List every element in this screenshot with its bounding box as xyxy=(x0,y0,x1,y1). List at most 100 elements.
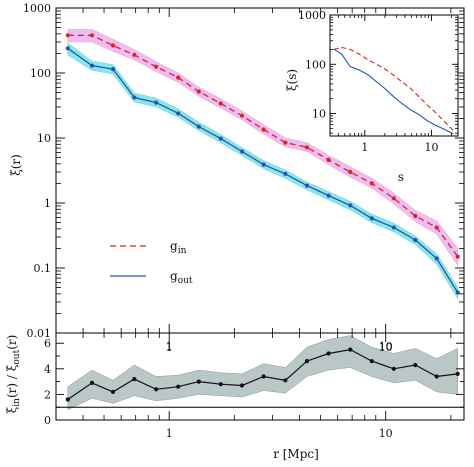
main-y-tick-label: 0.01 xyxy=(27,327,52,340)
ratio-point xyxy=(110,389,116,394)
point-g-in xyxy=(455,254,460,259)
ratio-ylabel-part-2: in xyxy=(12,398,22,407)
inset-y-tick-label: 1000 xyxy=(298,9,326,22)
legend-label-g-in-main: g xyxy=(170,239,178,253)
ratio-point xyxy=(413,362,418,368)
point-g-in xyxy=(413,213,418,219)
ratio-band xyxy=(67,335,458,411)
inset-plot-frame xyxy=(329,14,459,137)
point-g-in xyxy=(218,101,223,106)
ratio-y-axis-label: ξin(r) / ξout(r) xyxy=(5,335,22,414)
ratio-point xyxy=(261,374,266,379)
point-g-out xyxy=(434,256,439,261)
ratio-ticks: 1 10 0 2 4 6 1 10 xyxy=(44,333,464,440)
inset-y-tick-label: 10 xyxy=(312,108,326,121)
ratio-point xyxy=(154,387,159,392)
point-g-in xyxy=(261,127,266,132)
ratio-point xyxy=(326,351,331,356)
ratio-points xyxy=(65,347,460,402)
point-g-out xyxy=(110,67,116,72)
ratio-panel: 1 10 0 2 4 6 1 10 ξin(r) / ξout(r) r [Mpc] xyxy=(5,332,465,461)
point-g-out xyxy=(196,124,201,129)
main-x-tick-label-inner: 10 xyxy=(379,341,393,354)
point-g-out xyxy=(132,95,137,100)
point-g-in xyxy=(89,33,95,38)
point-g-out xyxy=(304,183,310,188)
point-g-out xyxy=(455,290,460,295)
main-y-axis-label: ξ(r) xyxy=(9,154,23,176)
inset-x-axis-label: s xyxy=(398,170,404,184)
ratio-ylabel-part-3: (r) / ξ xyxy=(5,364,19,398)
point-g-in xyxy=(304,145,310,150)
ratio-point xyxy=(132,377,137,382)
point-g-out xyxy=(326,193,331,198)
ratio-point xyxy=(239,383,245,388)
point-g-out xyxy=(65,46,70,51)
main-x-tick-label: 1 xyxy=(166,340,173,353)
point-g-out xyxy=(218,136,223,141)
band-g-in xyxy=(67,28,459,267)
ratio-point xyxy=(65,397,70,402)
ratio-y-tick-label: 0 xyxy=(44,414,51,427)
legend-label-g-out-sub: out xyxy=(178,276,193,286)
main-y-tick-label: 100 xyxy=(30,67,51,80)
point-g-out xyxy=(239,149,245,154)
ratio-point xyxy=(369,359,374,364)
point-g-in xyxy=(65,33,70,38)
main-y-tick-label: 10 xyxy=(37,132,51,145)
ratio-ylabel-part-1: ξ xyxy=(5,406,19,413)
point-g-in xyxy=(154,64,159,69)
point-g-in xyxy=(239,113,245,118)
point-g-in xyxy=(110,43,116,48)
point-g-in xyxy=(348,169,353,175)
point-g-in xyxy=(196,89,201,94)
ratio-uncertainty-band xyxy=(67,335,458,411)
main-x-tick-label: 10 xyxy=(379,340,393,353)
ratio-point xyxy=(391,366,396,371)
main-y-tick-label: 0.1 xyxy=(34,262,52,275)
inset-ticks: 1 10 10 100 1000 xyxy=(298,9,458,154)
point-g-out xyxy=(89,63,95,68)
ratio-point xyxy=(348,347,353,352)
main-y-tick-label: 1 xyxy=(44,197,51,210)
point-g-out xyxy=(154,100,159,105)
ratio-y-tick-label: 2 xyxy=(44,388,51,401)
ratio-y-tick-label: 4 xyxy=(44,363,51,376)
ratio-point xyxy=(196,379,201,384)
ratio-point xyxy=(455,371,460,376)
ratio-point xyxy=(176,384,181,389)
legend: gin gout xyxy=(110,239,193,286)
ratio-plot-frame xyxy=(55,332,465,421)
inset-x-tick-label: 1 xyxy=(361,141,368,154)
point-g-in xyxy=(132,52,137,58)
legend-label-g-in-sub: in xyxy=(178,246,187,256)
legend-label-g-out: gout xyxy=(170,269,193,286)
point-g-out xyxy=(369,216,374,221)
ratio-point xyxy=(89,380,95,385)
point-g-out xyxy=(348,203,353,208)
ratio-ylabel-part-5: (r) xyxy=(5,335,19,350)
inset-x-tick-label: 10 xyxy=(424,141,438,154)
main-points xyxy=(65,33,460,295)
point-g-in xyxy=(176,75,181,80)
point-g-out xyxy=(176,111,181,116)
point-g-out xyxy=(283,171,288,176)
main-y-tick-label: 1000 xyxy=(23,2,51,15)
point-g-in xyxy=(326,157,331,162)
x-axis-label: r [Mpc] xyxy=(273,447,319,461)
point-g-in xyxy=(369,181,374,186)
ratio-point xyxy=(283,378,288,383)
ratio-y-tick-label: 6 xyxy=(44,337,51,350)
inset-panel: 1 10 10 100 1000 ξ(s) s xyxy=(285,9,459,184)
ratio-point xyxy=(434,374,439,379)
point-g-out xyxy=(261,162,266,167)
inset-line-g-out xyxy=(333,48,454,135)
ratio-x-tick-label: 1 xyxy=(166,427,173,440)
inset-line-g-in xyxy=(333,46,454,131)
ratio-point xyxy=(218,382,223,387)
legend-label-g-in: gin xyxy=(170,239,187,256)
inset-lines xyxy=(333,46,454,135)
point-g-in xyxy=(391,196,396,201)
